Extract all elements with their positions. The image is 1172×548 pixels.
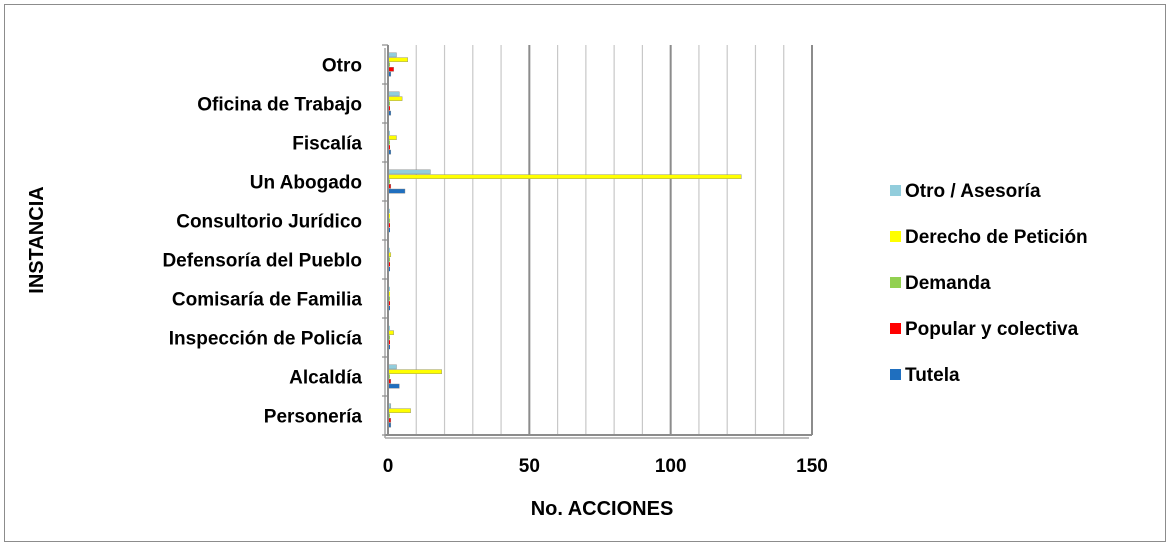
legend-swatch — [890, 185, 901, 196]
legend-label: Demanda — [905, 273, 991, 294]
grid-lines — [415, 45, 813, 435]
category-label: Alcaldía — [289, 368, 362, 389]
bar-tutela-1 — [387, 383, 400, 389]
bar-otro-asesor-a-1 — [387, 364, 397, 370]
axes — [382, 44, 812, 439]
legend-swatch — [890, 323, 901, 334]
bar-derecho-de-petici-n-0 — [387, 408, 411, 414]
x-axis-title: No. ACCIONES — [531, 498, 674, 520]
bar-derecho-de-petici-n-6 — [387, 174, 742, 180]
category-labels: Personería Alcaldía Inspección de Policía C… — [162, 56, 362, 428]
bars — [387, 52, 742, 428]
bar-tutela-6 — [387, 188, 406, 194]
x-tick-label: 150 — [796, 456, 828, 477]
bar-derecho-de-petici-n-1 — [387, 369, 442, 375]
legend-swatch — [890, 369, 901, 380]
category-label: Oficina de Trabajo — [197, 95, 362, 116]
category-label: Fiscalía — [292, 134, 362, 155]
chart-frame — [4, 4, 1166, 542]
category-label: Otro — [322, 56, 362, 77]
category-label: Consultorio Jurídico — [176, 212, 362, 233]
legend-label: Derecho de Petición — [905, 227, 1088, 248]
bar-derecho-de-petici-n-7 — [387, 135, 397, 141]
category-label: Comisaría de Familia — [172, 290, 363, 311]
x-tick-label: 100 — [655, 456, 687, 477]
legend-swatch — [890, 231, 901, 242]
category-label: Inspección de Policía — [169, 329, 363, 350]
legend-label: Otro / Asesoría — [905, 181, 1041, 202]
x-tick-labels: 0 50 100 150 — [383, 456, 828, 477]
x-tick-label: 50 — [519, 456, 540, 477]
category-label: Un Abogado — [250, 173, 362, 194]
legend: Otro / Asesoría Derecho de Petición Demand… — [890, 181, 1088, 386]
bar-otro-asesor-a-8 — [387, 91, 400, 97]
bar-derecho-de-petici-n-9 — [387, 57, 408, 62]
bar-derecho-de-petici-n-8 — [387, 96, 403, 101]
bar-otro-asesor-a-6 — [387, 169, 431, 175]
legend-label: Tutela — [905, 365, 960, 386]
x-tick-label: 0 — [383, 456, 394, 477]
bar-otro-asesor-a-9 — [387, 52, 397, 58]
legend-label: Popular y colectiva — [905, 319, 1079, 340]
category-label: Defensoría del Pueblo — [162, 251, 362, 272]
legend-swatch — [890, 277, 901, 288]
y-axis-title: INSTANCIA — [26, 186, 48, 293]
category-label: Personería — [264, 407, 363, 428]
